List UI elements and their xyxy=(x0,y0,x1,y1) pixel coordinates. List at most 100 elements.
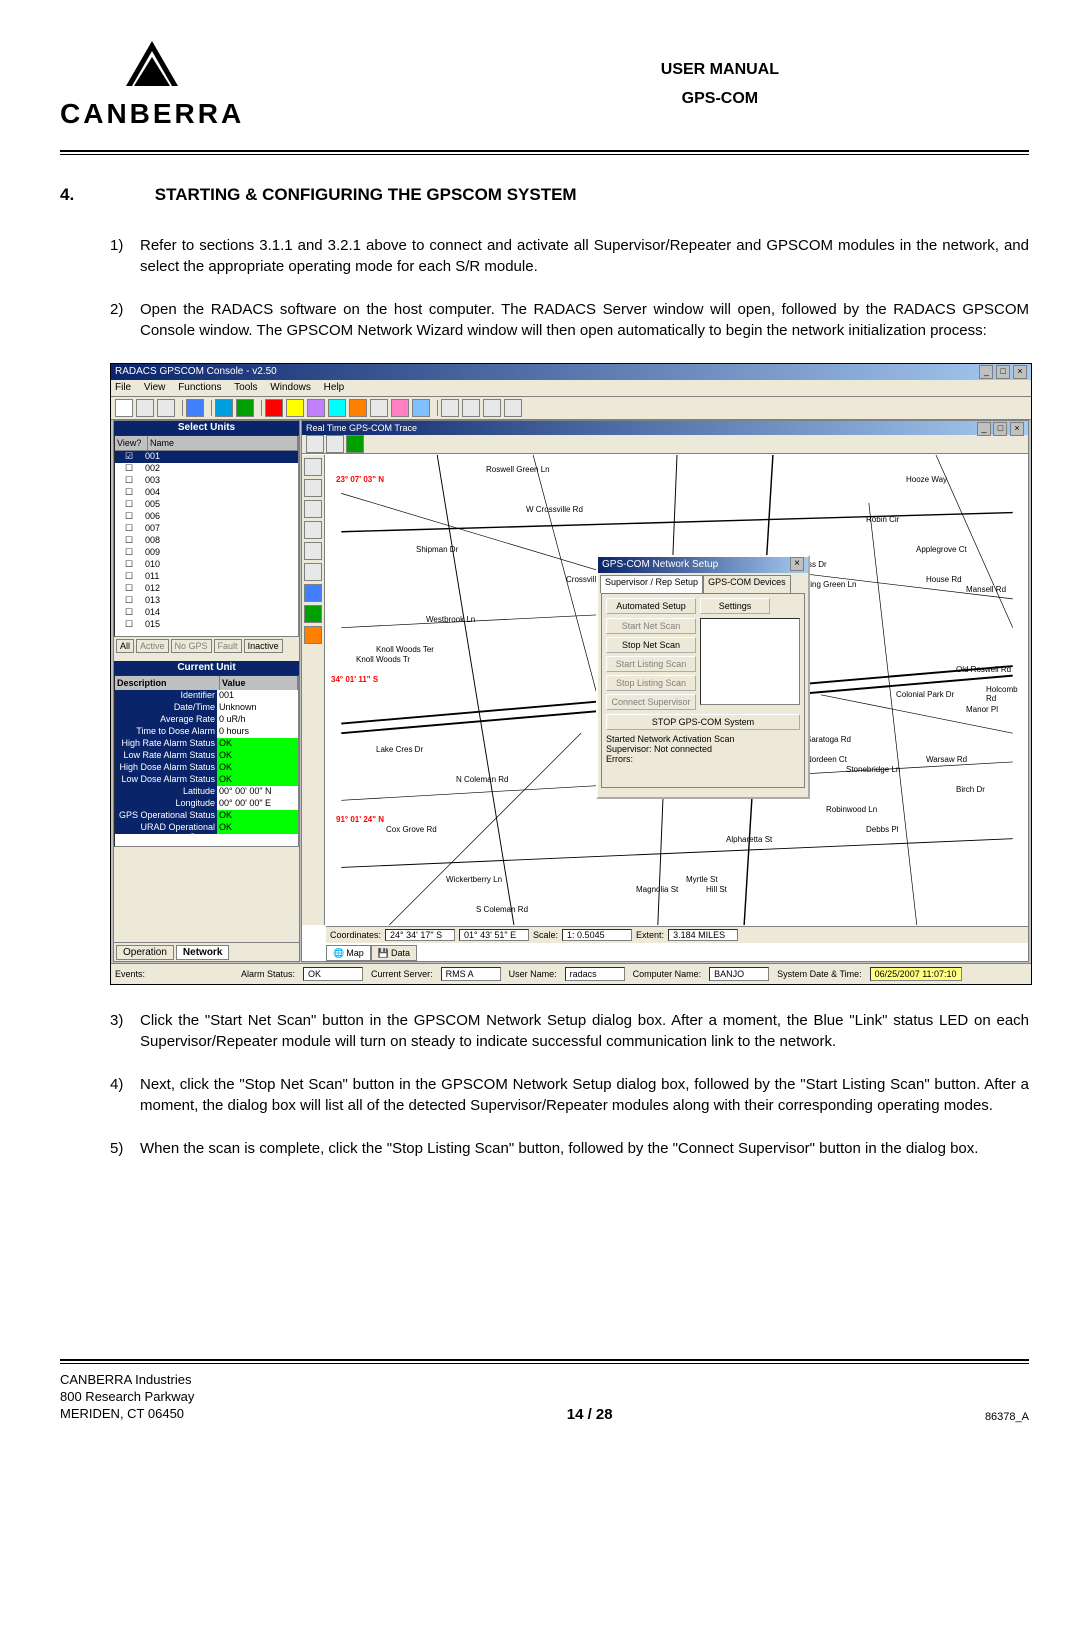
toolbar-globe-icon[interactable] xyxy=(215,399,233,417)
tab-operation[interactable]: Operation xyxy=(116,945,174,960)
trace-window-controls[interactable]: _ □ × xyxy=(977,421,1024,435)
menu-tools[interactable]: Tools xyxy=(234,382,257,393)
map-tab[interactable]: 🌐 Map xyxy=(326,945,371,961)
toolbar-home-icon[interactable] xyxy=(441,399,459,417)
maximize-icon[interactable]: □ xyxy=(993,422,1007,436)
trace-tool2-icon[interactable] xyxy=(326,435,344,453)
units-row[interactable]: ☐013 xyxy=(115,595,298,607)
stop-net-scan-button[interactable]: Stop Net Scan xyxy=(606,637,696,653)
map-bottom-tabs: 🌐 Map 💾 Data xyxy=(326,945,417,961)
pan-tool-icon[interactable] xyxy=(304,521,322,539)
units-row[interactable]: ☐004 xyxy=(115,487,298,499)
units-row[interactable]: ☐007 xyxy=(115,523,298,535)
trace-tool3-icon[interactable] xyxy=(346,435,364,453)
units-row[interactable]: ☐014 xyxy=(115,607,298,619)
units-row[interactable]: ☐008 xyxy=(115,535,298,547)
units-row[interactable]: ☐009 xyxy=(115,547,298,559)
trace-toolbar[interactable] xyxy=(302,435,1028,454)
logo: CANBERRA xyxy=(60,41,244,130)
network-setup-dialog[interactable]: GPS-COM Network Setup × Supervisor / Rep… xyxy=(596,555,810,799)
toolbar-speaker-icon[interactable] xyxy=(186,399,204,417)
minimize-icon[interactable]: _ xyxy=(977,422,991,436)
marker-tool-icon[interactable] xyxy=(304,626,322,644)
map-canvas[interactable]: 23° 07' 03" N 34° 01' 11" S 91° 01' 24" … xyxy=(326,455,1028,925)
units-row[interactable]: ☐011 xyxy=(115,571,298,583)
units-row[interactable]: ☐002 xyxy=(115,463,298,475)
menu-file[interactable]: File xyxy=(115,382,131,393)
filter-nogps-button[interactable]: No GPS xyxy=(171,639,212,653)
flag-tool-icon[interactable] xyxy=(304,584,322,602)
toolbar-pink-icon[interactable] xyxy=(391,399,409,417)
settings-button[interactable]: Settings xyxy=(700,598,770,614)
filter-inactive-button[interactable]: Inactive xyxy=(244,639,283,653)
sb-user-value: radacs xyxy=(565,967,625,981)
units-row[interactable]: ☐015 xyxy=(115,619,298,631)
tab-network[interactable]: Network xyxy=(176,945,229,960)
toolbar-stop-icon[interactable] xyxy=(265,399,283,417)
filter-active-button[interactable]: Active xyxy=(136,639,169,653)
connect-supervisor-button[interactable]: Connect Supervisor xyxy=(606,694,696,710)
stop-listing-scan-button[interactable]: Stop Listing Scan xyxy=(606,675,696,691)
trace-tool1-icon[interactable] xyxy=(306,435,324,453)
window-titlebar[interactable]: RADACS GPSCOM Console - v2.50 _ □ × xyxy=(111,364,1031,380)
toolbar-info-icon[interactable] xyxy=(412,399,430,417)
units-table[interactable]: View? Name ☑001☐002☐003☐004☐005☐006☐007☐… xyxy=(114,435,299,637)
ruler-tool-icon[interactable] xyxy=(304,542,322,560)
menu-view[interactable]: View xyxy=(144,382,166,393)
units-row[interactable]: ☐006 xyxy=(115,511,298,523)
toolbar-search-icon[interactable] xyxy=(462,399,480,417)
data-tab[interactable]: 💾 Data xyxy=(371,945,417,961)
maximize-icon[interactable]: □ xyxy=(996,365,1010,379)
automated-setup-button[interactable]: Automated Setup xyxy=(606,598,696,614)
sb-server-value: RMS A xyxy=(441,967,501,981)
toolbar-orange-icon[interactable] xyxy=(349,399,367,417)
trace-titlebar[interactable]: Real Time GPS-COM Trace _ □ × xyxy=(302,421,1028,435)
pointer-tool-icon[interactable] xyxy=(304,458,322,476)
dialog-tab-devices[interactable]: GPS-COM Devices xyxy=(703,575,791,593)
layers-tool-icon[interactable] xyxy=(304,605,322,623)
map-side-toolbar[interactable] xyxy=(302,455,325,925)
start-listing-scan-button[interactable]: Start Listing Scan xyxy=(606,656,696,672)
app-screenshot: RADACS GPSCOM Console - v2.50 _ □ × File… xyxy=(110,363,1032,985)
dialog-device-list[interactable] xyxy=(700,618,800,705)
dialog-tab-supervisor[interactable]: Supervisor / Rep Setup xyxy=(600,575,703,593)
menubar[interactable]: File View Functions Tools Windows Help xyxy=(111,380,1031,397)
units-row[interactable]: ☐010 xyxy=(115,559,298,571)
toolbar-cyan-icon[interactable] xyxy=(328,399,346,417)
filter-all-button[interactable]: All xyxy=(116,639,134,653)
close-icon[interactable]: × xyxy=(1010,422,1024,436)
toolbar-exit-icon[interactable] xyxy=(504,399,522,417)
toolbar-print-icon[interactable] xyxy=(136,399,154,417)
menu-functions[interactable]: Functions xyxy=(178,382,221,393)
toolbar-purple-icon[interactable] xyxy=(307,399,325,417)
info-tool-icon[interactable] xyxy=(304,563,322,581)
menu-help[interactable]: Help xyxy=(324,382,345,393)
current-col-desc: Description xyxy=(115,676,220,690)
toolbar-grid-icon[interactable] xyxy=(370,399,388,417)
current-unit-table[interactable]: Description Value Identifier001Date/Time… xyxy=(114,675,299,847)
toolbar-save-icon[interactable] xyxy=(157,399,175,417)
toolbar-refresh-icon[interactable] xyxy=(236,399,254,417)
dialog-close-icon[interactable]: × xyxy=(790,557,804,571)
units-row[interactable]: ☐012 xyxy=(115,583,298,595)
units-row[interactable]: ☐005 xyxy=(115,499,298,511)
start-net-scan-button[interactable]: Start Net Scan xyxy=(606,618,696,634)
close-icon[interactable]: × xyxy=(1013,365,1027,379)
zoom-in-tool-icon[interactable] xyxy=(304,479,322,497)
menu-windows[interactable]: Windows xyxy=(270,382,311,393)
road-label: N Coleman Rd xyxy=(456,775,508,784)
footer-address: CANBERRA Industries 800 Research Parkway… xyxy=(60,1372,194,1423)
units-row[interactable]: ☐003 xyxy=(115,475,298,487)
toolbar-new-icon[interactable] xyxy=(115,399,133,417)
zoom-out-tool-icon[interactable] xyxy=(304,500,322,518)
toolbar-list-icon[interactable] xyxy=(483,399,501,417)
minimize-icon[interactable]: _ xyxy=(979,365,993,379)
window-controls[interactable]: _ □ × xyxy=(979,364,1027,380)
dialog-titlebar[interactable]: GPS-COM Network Setup × xyxy=(598,557,808,573)
step-number: 1) xyxy=(110,235,140,277)
main-toolbar[interactable] xyxy=(111,397,1031,420)
stop-system-button[interactable]: STOP GPS-COM System xyxy=(606,714,800,730)
filter-fault-button[interactable]: Fault xyxy=(214,639,242,653)
toolbar-warn-icon[interactable] xyxy=(286,399,304,417)
units-row[interactable]: ☑001 xyxy=(115,451,298,463)
